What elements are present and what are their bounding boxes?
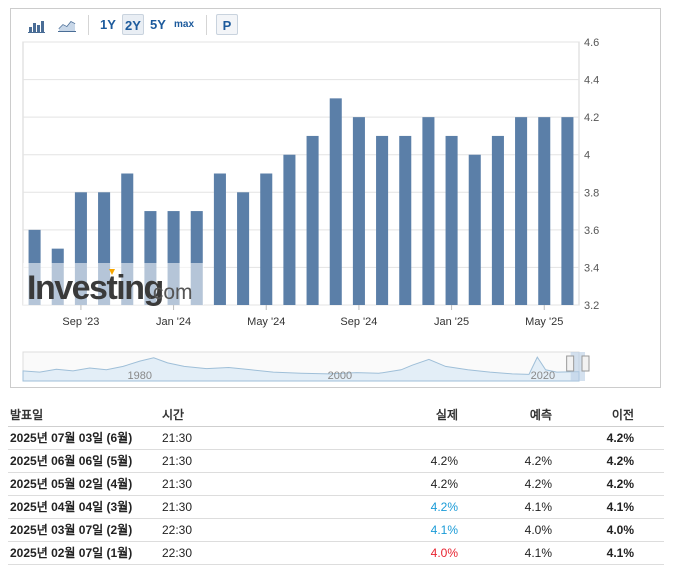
bar-2024-04[interactable] xyxy=(237,192,250,305)
x-tick-label: Jan '24 xyxy=(156,316,191,328)
range-1y-button[interactable]: 1Y xyxy=(100,17,116,32)
row-time: 22:30 xyxy=(162,546,193,560)
navigator[interactable]: 1980 2000 2020 xyxy=(22,351,590,382)
y-tick-label: 4.6 xyxy=(584,37,599,49)
row-forecast: 4.2% xyxy=(524,454,552,468)
toolbar-separator xyxy=(88,15,89,35)
chart-toolbar: 1Y 2Y 5Y max P xyxy=(11,9,660,41)
row-date: 2025년 02월 07일 (1월) xyxy=(10,546,133,560)
row-actual: 4.0% xyxy=(430,546,458,560)
row-actual: 4.2% xyxy=(430,477,458,491)
table-row: 2025년 03월 07일 (2월) 22:30 4.1% 4.0% 4.0% xyxy=(8,519,664,542)
row-date: 2025년 06월 06일 (5월) xyxy=(10,454,133,468)
line-chart-icon[interactable] xyxy=(55,14,79,35)
row-time: 22:30 xyxy=(162,523,193,537)
y-tick-label: 4.2 xyxy=(584,112,599,124)
row-previous: 4.2% xyxy=(606,477,634,491)
navigator-series xyxy=(22,356,580,382)
row-actual: 4.2% xyxy=(430,454,458,468)
row-previous: 4.2% xyxy=(606,454,634,468)
navigator-label: 1980 xyxy=(128,370,152,382)
y-tick-label: 3.8 xyxy=(584,187,599,199)
logo-suffix-text: .com xyxy=(147,281,193,304)
grid-layer xyxy=(22,41,580,306)
range-5y-button[interactable]: 5Y xyxy=(150,17,166,32)
table-row: 2025년 04월 04일 (3월) 21:30 4.2% 4.1% 4.1% xyxy=(8,496,664,519)
table-body: 2025년 07월 03일 (6월) 21:30 4.2% 2025년 06월 … xyxy=(8,427,664,565)
row-forecast: 4.0% xyxy=(524,523,552,537)
logo-accent-icon xyxy=(109,269,115,275)
table-row: 2025년 02월 07일 (1월) 22:30 4.0% 4.1% 4.1% xyxy=(8,542,664,565)
x-tick-label: May '25 xyxy=(525,316,563,328)
table-header-row: 발표일 시간 실제 예측 이전 xyxy=(8,404,664,427)
row-time: 21:30 xyxy=(162,477,193,491)
bar-2025-05[interactable] xyxy=(538,117,551,306)
bar-2024-07[interactable] xyxy=(306,135,319,305)
chart-area: 4.6 4.4 4.2 4 3.8 3.6 3.4 3.2 Sep '23 Jan '24 May… xyxy=(22,37,599,382)
row-previous: 4.1% xyxy=(606,500,634,514)
navigator-selection xyxy=(570,352,585,381)
row-time: 21:30 xyxy=(162,454,193,468)
row-forecast: 4.2% xyxy=(524,477,552,491)
release-table: 발표일 시간 실제 예측 이전 2025년 07월 03일 (6월) 21:30… xyxy=(8,404,664,565)
table-row: 2025년 06월 06일 (5월) 21:30 4.2% 4.2% 4.2% xyxy=(8,450,664,473)
y-axis: 4.6 4.4 4.2 4 3.8 3.6 3.4 3.2 xyxy=(584,37,599,312)
toolbar-separator xyxy=(206,15,207,35)
row-date: 2025년 04월 04일 (3월) xyxy=(10,500,133,514)
y-tick-label: 3.6 xyxy=(584,225,599,237)
bar-chart-icon[interactable] xyxy=(25,14,49,35)
logo-main-text: Investing xyxy=(27,269,163,307)
table-row: 2025년 05월 02일 (4월) 21:30 4.2% 4.2% 4.2% xyxy=(8,473,664,496)
y-tick-label: 4 xyxy=(584,150,590,162)
bar-2024-09[interactable] xyxy=(352,117,365,306)
row-forecast: 4.1% xyxy=(524,546,552,560)
bar-2024-08[interactable] xyxy=(329,98,342,305)
range-max-button[interactable]: max xyxy=(173,19,194,30)
row-previous: 4.1% xyxy=(606,546,634,560)
x-tick-label: Sep '23 xyxy=(62,316,99,328)
chart-panel: 1Y 2Y 5Y max P 4.6 4.4 4.2 4 3.8 3.6 3.4 3.2 Se… xyxy=(10,8,661,388)
x-tick-label: May '24 xyxy=(247,316,285,328)
row-time: 21:30 xyxy=(162,500,193,514)
navigator-left-handle-icon[interactable] xyxy=(566,355,575,372)
row-actual: 4.1% xyxy=(430,523,458,537)
y-tick-label: 4.4 xyxy=(584,75,599,87)
header-time: 시간 xyxy=(162,408,185,422)
bar-2024-12[interactable] xyxy=(422,117,435,306)
bar-2025-04[interactable] xyxy=(515,117,528,306)
navigator-label: 2020 xyxy=(531,370,555,382)
p-button[interactable]: P xyxy=(216,14,238,35)
x-axis: Sep '23 Jan '24 May '24 Sep '24 Jan '25 May '… xyxy=(62,305,563,328)
y-tick-label: 3.2 xyxy=(584,300,599,312)
row-previous: 4.2% xyxy=(606,431,634,445)
row-previous: 4.0% xyxy=(606,523,634,537)
investing-logo: Investing .com xyxy=(23,263,204,307)
row-date: 2025년 05월 02일 (4월) xyxy=(10,477,133,491)
bar-2024-03[interactable] xyxy=(213,173,226,306)
header-forecast: 예측 xyxy=(529,408,552,422)
row-forecast: 4.1% xyxy=(524,500,552,514)
header-previous: 이전 xyxy=(611,408,634,422)
bar-2025-03[interactable] xyxy=(491,135,504,305)
bar-2025-01[interactable] xyxy=(445,135,458,305)
bar-2024-11[interactable] xyxy=(399,135,412,305)
row-date: 2025년 03월 07일 (2월) xyxy=(10,523,133,537)
range-2y-button[interactable]: 2Y xyxy=(122,14,144,35)
row-date: 2025년 07월 03일 (6월) xyxy=(10,431,133,445)
navigator-right-handle-icon[interactable] xyxy=(581,355,590,372)
row-time: 21:30 xyxy=(162,431,193,445)
bar-2025-02[interactable] xyxy=(468,154,481,305)
table-row: 2025년 07월 03일 (6월) 21:30 4.2% xyxy=(8,427,664,450)
header-actual: 실제 xyxy=(435,408,458,422)
x-tick-label: Sep '24 xyxy=(340,316,377,328)
navigator-label: 2000 xyxy=(328,370,352,382)
bar-2025-06[interactable] xyxy=(561,117,574,306)
bar-2024-05[interactable] xyxy=(260,173,273,306)
bar-2024-10[interactable] xyxy=(376,135,389,305)
y-tick-label: 3.4 xyxy=(584,262,599,274)
bar-2024-06[interactable] xyxy=(283,154,296,305)
header-date: 발표일 xyxy=(10,408,44,422)
x-tick-label: Jan '25 xyxy=(434,316,469,328)
row-actual: 4.2% xyxy=(430,500,458,514)
